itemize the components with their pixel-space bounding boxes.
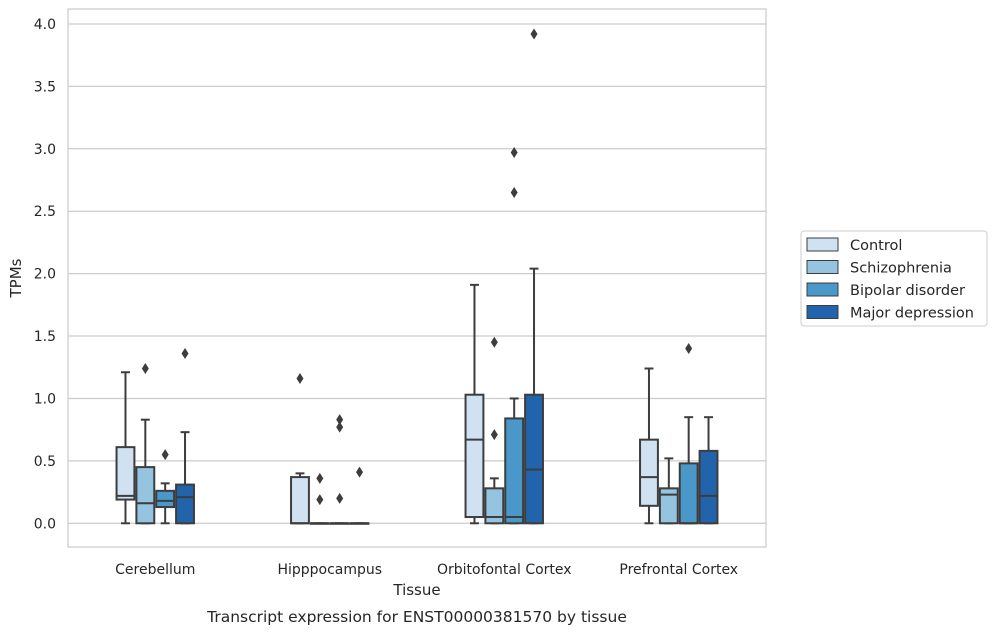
- y-tick-label: 3.5: [34, 79, 56, 95]
- box-major-depression: [349, 466, 370, 525]
- box-bipolar-disorder: [329, 414, 350, 525]
- box-iqr: [678, 462, 699, 525]
- y-axis-label: TPMs: [7, 258, 25, 298]
- legend-swatch: [806, 305, 839, 319]
- box-schizophrenia: [309, 472, 330, 525]
- y-tick-label: 2.5: [34, 204, 56, 220]
- box-schizophrenia: [658, 457, 679, 525]
- box-schizophrenia: [484, 336, 505, 525]
- legend: Control Schizophrenia Bipolar disorder Majo…: [800, 230, 988, 327]
- box-schizophrenia: [135, 362, 156, 525]
- outlier-point: [336, 492, 344, 504]
- box-series: [115, 28, 719, 525]
- y-tick-label: 0.5: [34, 454, 56, 470]
- outlier-point: [490, 429, 498, 441]
- x-tick-label: Cerebellum: [115, 562, 195, 578]
- box-iqr: [464, 393, 485, 519]
- outlier-point: [296, 372, 304, 384]
- x-tick-label: Hipppocampus: [277, 562, 382, 578]
- x-tick-labels: Cerebellum Hipppocampus Orbitofontal Corte…: [115, 562, 738, 578]
- box-iqr: [504, 417, 525, 525]
- box-control: [464, 283, 485, 525]
- outlier-point: [510, 147, 518, 159]
- box-bipolar-disorder: [155, 449, 176, 525]
- box-major-depression: [698, 416, 719, 525]
- x-tick-label: Orbitofontal Cortex: [437, 562, 572, 578]
- x-tick-label: Prefrontal Cortex: [619, 562, 738, 578]
- legend-label: Bipolar disorder: [850, 283, 965, 299]
- outlier-point: [530, 28, 538, 40]
- gridlines: [68, 23, 766, 524]
- outlier-point: [685, 343, 693, 355]
- box-bipolar-disorder: [504, 147, 525, 525]
- y-tick-label: 0.0: [34, 516, 56, 532]
- box-iqr: [155, 489, 176, 509]
- box-iqr: [290, 476, 310, 525]
- outlier-point: [336, 414, 344, 426]
- box-iqr: [135, 466, 156, 525]
- y-tick-label: 4.0: [34, 17, 56, 33]
- legend-label: Control: [850, 238, 902, 254]
- x-axis-label: Tissue: [392, 581, 440, 599]
- outlier-point: [490, 336, 498, 348]
- outlier-point: [316, 494, 324, 506]
- outlier-point: [336, 421, 344, 433]
- box-major-depression: [524, 28, 544, 525]
- box-control: [290, 372, 310, 525]
- box-iqr: [698, 449, 719, 525]
- box-major-depression: [175, 348, 195, 525]
- legend-label: Major depression: [850, 306, 974, 322]
- outlier-point: [141, 362, 149, 374]
- legend-label: Schizophrenia: [850, 261, 952, 277]
- outlier-point: [510, 186, 518, 198]
- legend-swatch: [806, 260, 839, 274]
- y-tick-label: 2.0: [34, 267, 56, 283]
- plot-area-frame: [67, 8, 767, 548]
- box-control: [115, 371, 136, 525]
- outlier-point: [316, 472, 324, 484]
- box-iqr: [524, 393, 544, 525]
- legend-frame: [800, 230, 988, 327]
- box-iqr: [639, 438, 659, 507]
- box-iqr: [658, 487, 679, 525]
- outlier-point: [356, 466, 364, 478]
- legend-swatch: [806, 282, 839, 297]
- box-bipolar-disorder: [678, 343, 699, 525]
- y-tick-labels: 0.0 0.5 1.0 1.5 2.0 2.5 3.0 3.5 4.0: [34, 17, 56, 532]
- y-tick-label: 1.0: [34, 391, 56, 407]
- legend-swatch: [806, 237, 839, 252]
- outlier-point: [161, 449, 169, 461]
- box-iqr: [484, 487, 505, 525]
- box-iqr: [175, 483, 195, 525]
- box-iqr: [115, 446, 136, 501]
- outlier-point: [181, 348, 189, 360]
- y-tick-label: 3.0: [34, 142, 56, 158]
- y-tick-label: 1.5: [34, 329, 56, 345]
- box-control: [639, 367, 659, 525]
- chart-caption: Transcript expression for ENST0000038157…: [206, 608, 627, 626]
